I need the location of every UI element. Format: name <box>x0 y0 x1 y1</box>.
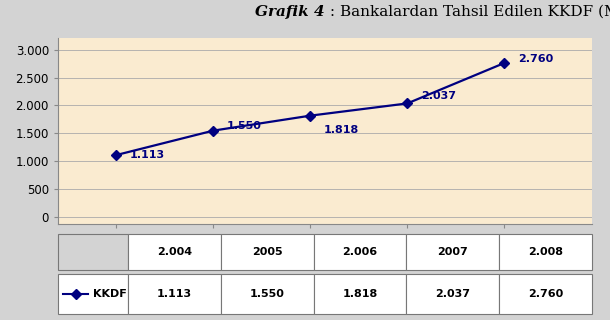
Text: 2.037: 2.037 <box>421 92 456 101</box>
Text: KKDF: KKDF <box>93 289 126 299</box>
Text: 2007: 2007 <box>437 247 468 257</box>
FancyBboxPatch shape <box>314 274 406 314</box>
FancyBboxPatch shape <box>128 234 221 270</box>
Text: 2005: 2005 <box>252 247 282 257</box>
FancyBboxPatch shape <box>221 274 314 314</box>
Text: 2.760: 2.760 <box>518 54 553 64</box>
Text: 2.760: 2.760 <box>528 289 563 299</box>
FancyBboxPatch shape <box>406 234 499 270</box>
Text: 1.113: 1.113 <box>130 150 165 160</box>
Text: 1.818: 1.818 <box>342 289 378 299</box>
Text: Grafik 4: Grafik 4 <box>255 5 325 19</box>
Text: 1.818: 1.818 <box>324 124 359 134</box>
Text: 2.004: 2.004 <box>157 247 192 257</box>
Text: 1.113: 1.113 <box>157 289 192 299</box>
Text: 1.550: 1.550 <box>227 122 262 132</box>
FancyBboxPatch shape <box>314 234 406 270</box>
FancyBboxPatch shape <box>406 274 499 314</box>
Text: 2.008: 2.008 <box>528 247 563 257</box>
Text: : Bankalardan Tahsil Edilen KKDF (Milyon TL): : Bankalardan Tahsil Edilen KKDF (Milyon… <box>325 5 610 19</box>
Text: 2.006: 2.006 <box>342 247 378 257</box>
Text: 1.550: 1.550 <box>249 289 285 299</box>
FancyBboxPatch shape <box>499 234 592 270</box>
FancyBboxPatch shape <box>58 274 128 314</box>
FancyBboxPatch shape <box>499 274 592 314</box>
FancyBboxPatch shape <box>58 234 128 270</box>
Text: 2.037: 2.037 <box>435 289 470 299</box>
FancyBboxPatch shape <box>221 234 314 270</box>
FancyBboxPatch shape <box>128 274 221 314</box>
